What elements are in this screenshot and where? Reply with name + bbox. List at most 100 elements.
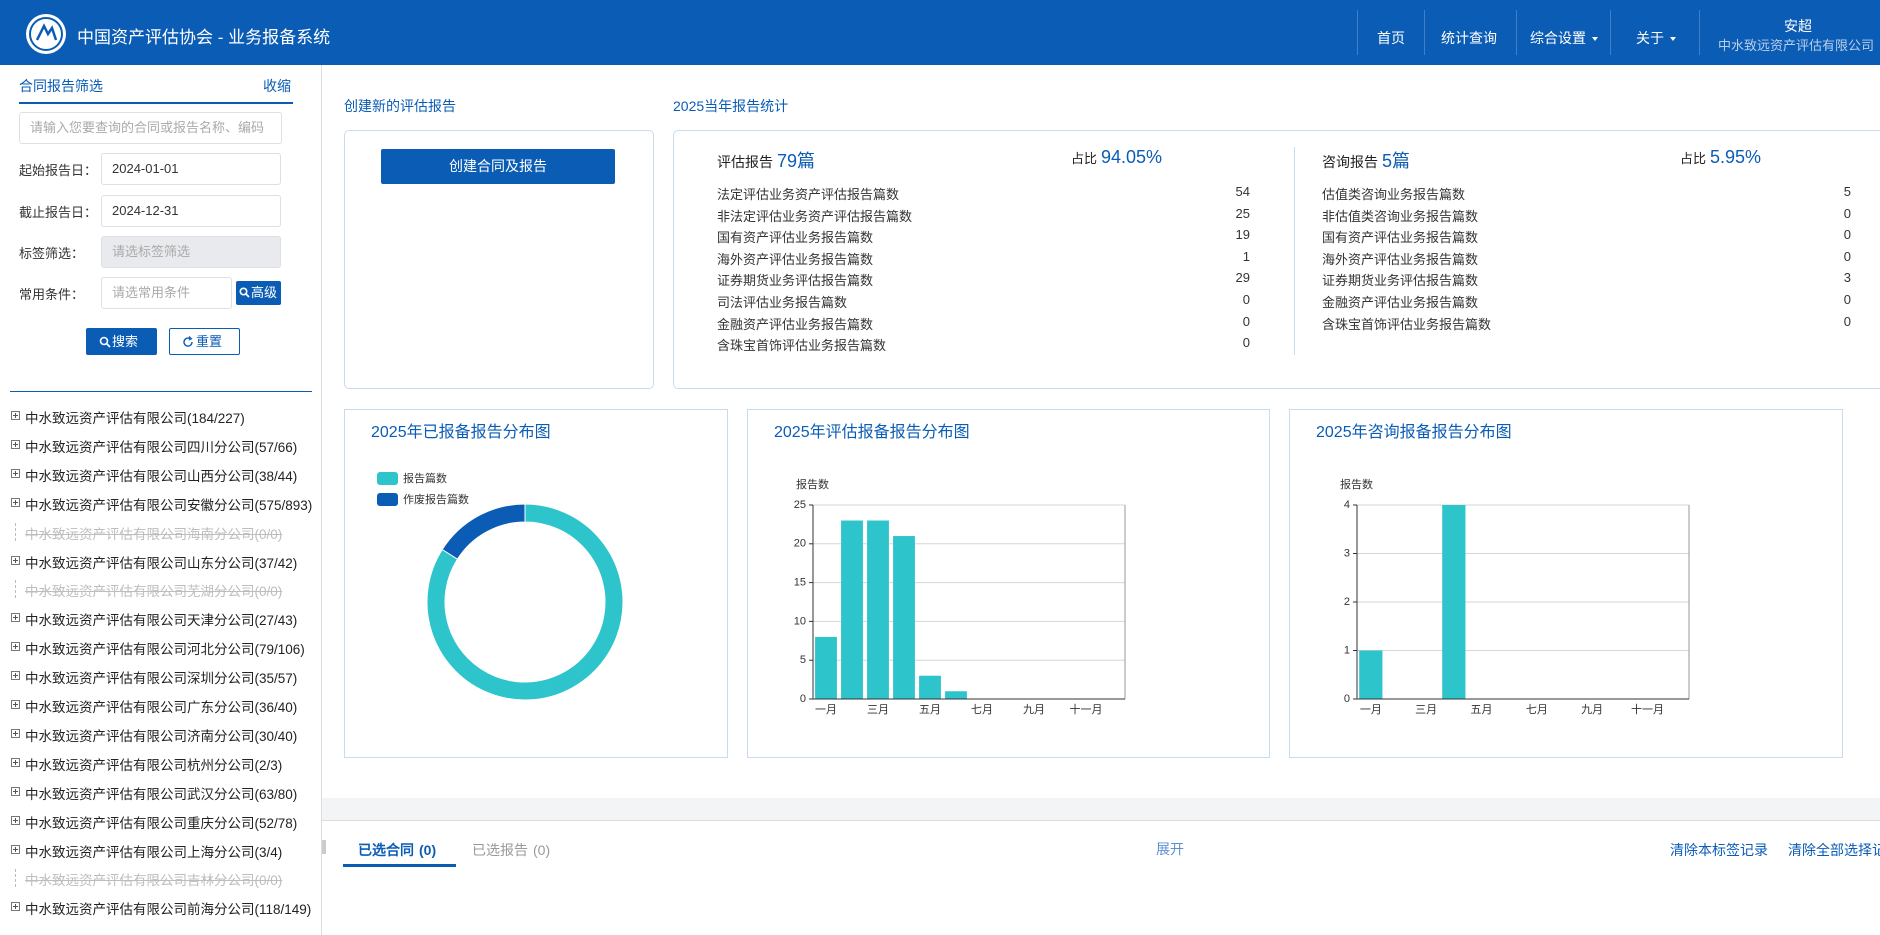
- stats-row-label: 估值类咨询业务报告篇数: [1322, 184, 1465, 203]
- tree-expand-icon[interactable]: [11, 498, 20, 507]
- tree-expand-icon[interactable]: [11, 787, 20, 796]
- tab-label[interactable]: 已选报告: [472, 842, 528, 858]
- field-input[interactable]: 请选常用条件: [101, 277, 232, 309]
- tree-node[interactable]: 中水致远资产评估有限公司上海分公司(3/4): [25, 841, 282, 861]
- field-input[interactable]: 2024-01-01: [101, 153, 281, 185]
- tree-expand-icon[interactable]: [11, 469, 20, 478]
- stats-count: 5篇: [1382, 151, 1410, 171]
- y-tick-label: 20: [794, 538, 806, 550]
- chart-panel: 2025年已报备报告分布图报告篇数作废报告篇数: [344, 409, 728, 758]
- tree-expand-icon[interactable]: [11, 729, 20, 738]
- y-tick-label: 3: [1344, 547, 1350, 559]
- stats-divider: [1294, 147, 1295, 355]
- stats-ratio: 占比94.05%: [1071, 147, 1162, 168]
- tree-expand-icon[interactable]: [11, 700, 20, 709]
- tree-expand-icon[interactable]: [11, 671, 20, 680]
- tree-expand-icon[interactable]: [11, 556, 20, 565]
- legend-label: 报告篇数: [403, 471, 447, 485]
- tree-node[interactable]: 中水致远资产评估有限公司四川分公司(57/66): [25, 436, 297, 456]
- stats-row-value: 3: [1751, 270, 1851, 285]
- stats-row-label: 国有资产评估业务报告篇数: [1322, 227, 1478, 246]
- tree-node[interactable]: 中水致远资产评估有限公司武汉分公司(63/80): [25, 783, 297, 803]
- tree-connector: [15, 869, 16, 887]
- tree-node[interactable]: 中水致远资产评估有限公司前海分公司(118/149): [25, 898, 311, 918]
- section-title: 创建新的评估报告: [344, 96, 456, 116]
- stats-heading: 咨询报告5篇: [1322, 147, 1410, 173]
- nav-item[interactable]: 综合设置: [1514, 28, 1614, 48]
- nav-item[interactable]: 关于: [1606, 28, 1706, 48]
- reset-label[interactable]: 重置: [196, 334, 222, 349]
- tree-node[interactable]: 中水致远资产评估有限公司(184/227): [25, 407, 245, 427]
- field-input[interactable]: 2024-12-31: [101, 195, 281, 227]
- stats-row-label: 国有资产评估业务报告篇数: [717, 227, 873, 246]
- ratio-value: 5.95%: [1710, 147, 1761, 167]
- nav-item[interactable]: 统计查询: [1419, 28, 1519, 48]
- tree-node[interactable]: 中水致远资产评估有限公司安徽分公司(575/893): [25, 494, 312, 514]
- search-button[interactable]: 搜索: [86, 328, 157, 355]
- tree-node[interactable]: 中水致远资产评估有限公司山东分公司(37/42): [25, 552, 297, 572]
- bar: [945, 691, 967, 699]
- tree-node[interactable]: 中水致远资产评估有限公司河北分公司(79/106): [25, 638, 305, 658]
- y-tick-label: 25: [794, 499, 806, 511]
- logo: [24, 12, 68, 56]
- tree-node[interactable]: 中水致远资产评估有限公司深圳分公司(35/57): [25, 667, 297, 687]
- tree-node[interactable]: 中水致远资产评估有限公司杭州分公司(2/3): [25, 754, 282, 774]
- nav-label[interactable]: 统计查询: [1441, 30, 1497, 46]
- tab[interactable]: 已选报告 (0): [472, 840, 550, 860]
- nav-label[interactable]: 综合设置: [1530, 30, 1586, 46]
- tree-expand-icon[interactable]: [11, 816, 20, 825]
- collapse-link[interactable]: 收缩: [263, 76, 291, 96]
- tree-expand-icon[interactable]: [11, 845, 20, 854]
- legend-label: 作废报告篇数: [403, 492, 469, 506]
- tree-expand-icon[interactable]: [11, 411, 20, 420]
- tree-node[interactable]: 中水致远资产评估有限公司天津分公司(27/43): [25, 609, 297, 629]
- app-title: 中国资产评估协会 - 业务报备系统: [77, 23, 330, 48]
- stats-row-value: 5: [1751, 184, 1851, 199]
- x-tick-label: 七月: [971, 703, 993, 716]
- chart: 2025年咨询报备报告分布图报告数01234一月三月五月七月九月十一月: [1290, 410, 1842, 757]
- bar: [919, 676, 941, 699]
- x-tick-label: 十一月: [1070, 702, 1103, 716]
- tree-expand-icon[interactable]: [11, 440, 20, 449]
- tab-count[interactable]: (0): [419, 842, 436, 858]
- clear-tab-link[interactable]: 清除本标签记录: [1670, 840, 1768, 860]
- search-input[interactable]: 请输入您要查询的合同或报告名称、编码: [19, 112, 282, 144]
- tree-node[interactable]: 中水致远资产评估有限公司广东分公司(36/40): [25, 696, 297, 716]
- stats-row-label: 含珠宝首饰评估业务报告篇数: [1322, 314, 1491, 333]
- tree-node[interactable]: 中水致远资产评估有限公司重庆分公司(52/78): [25, 812, 297, 832]
- tab-count[interactable]: (0): [533, 842, 550, 858]
- chart-title: 2025年咨询报备报告分布图: [1316, 423, 1512, 441]
- nav-label[interactable]: 关于: [1636, 30, 1664, 46]
- tree-node[interactable]: 中水致远资产评估有限公司山西分公司(38/44): [25, 465, 297, 485]
- stats-label: 评估报告: [717, 154, 773, 170]
- advanced-label[interactable]: 高级: [251, 285, 277, 300]
- tree-expand-icon[interactable]: [11, 642, 20, 651]
- tree-node: 中水致远资产评估有限公司海南分公司(0/0): [25, 523, 282, 543]
- tab-label[interactable]: 已选合同: [358, 842, 414, 858]
- user-org: 中水致远资产评估有限公司: [1712, 35, 1880, 54]
- tree-expand-icon[interactable]: [11, 758, 20, 767]
- reset-button[interactable]: 重置: [169, 328, 240, 355]
- field-input[interactable]: 请选标签筛选: [101, 236, 281, 268]
- tab[interactable]: 已选合同 (0): [358, 840, 436, 860]
- field-label: 起始报告日：: [19, 160, 97, 179]
- stats-row-value: 0: [1751, 314, 1851, 329]
- tree-node[interactable]: 中水致远资产评估有限公司济南分公司(30/40): [25, 725, 297, 745]
- dropdown-caret: [1592, 37, 1598, 41]
- chart-title: 2025年评估报备报告分布图: [774, 423, 970, 441]
- search-label[interactable]: 搜索: [112, 334, 138, 349]
- advanced-button[interactable]: 高级: [236, 281, 281, 305]
- expand-link[interactable]: 展开: [1156, 839, 1184, 859]
- stats-row-value: 0: [1751, 292, 1851, 307]
- tree-expand-icon[interactable]: [11, 902, 20, 911]
- y-tick-label: 1: [1344, 644, 1350, 656]
- stats-label: 咨询报告: [1322, 154, 1378, 170]
- stats-row-value: 0: [1150, 314, 1250, 329]
- clear-all-link[interactable]: 清除全部选择记录: [1788, 840, 1880, 860]
- tree-expand-icon[interactable]: [11, 613, 20, 622]
- y-tick-label: 0: [800, 693, 806, 705]
- nav-label[interactable]: 首页: [1377, 30, 1405, 46]
- tree-connector: [15, 580, 16, 598]
- user-name[interactable]: 安超: [1720, 16, 1876, 36]
- create-button[interactable]: 创建合同及报告: [381, 149, 615, 184]
